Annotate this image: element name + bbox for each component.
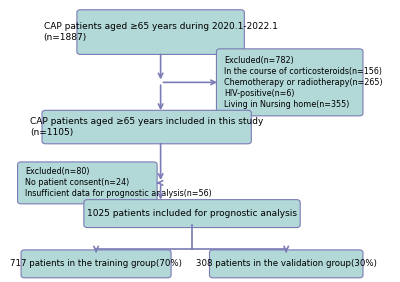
FancyBboxPatch shape [216,49,363,116]
Text: 717 patients in the training group(70%): 717 patients in the training group(70%) [10,259,182,268]
Text: 308 patients in the validation group(30%): 308 patients in the validation group(30%… [196,259,377,268]
Text: 1025 patients included for prognostic analysis: 1025 patients included for prognostic an… [87,209,297,218]
Text: Excluded(n=782)
In the course of corticosteroids(n=156)
Chemotherapy or radiothe: Excluded(n=782) In the course of cortico… [224,56,383,109]
FancyBboxPatch shape [21,250,171,278]
Text: Excluded(n=80)
No patient consent(n=24)
Insufficient data for prognostic analysi: Excluded(n=80) No patient consent(n=24) … [25,167,212,199]
FancyBboxPatch shape [84,200,300,228]
FancyBboxPatch shape [42,110,251,144]
FancyBboxPatch shape [18,162,157,204]
FancyBboxPatch shape [210,250,363,278]
Text: CAP patients aged ≥65 years included in this study
(n=1105): CAP patients aged ≥65 years included in … [30,117,263,137]
FancyBboxPatch shape [77,10,244,54]
Text: CAP patients aged ≥65 years during 2020.1-2022.1
(n=1887): CAP patients aged ≥65 years during 2020.… [44,22,278,42]
